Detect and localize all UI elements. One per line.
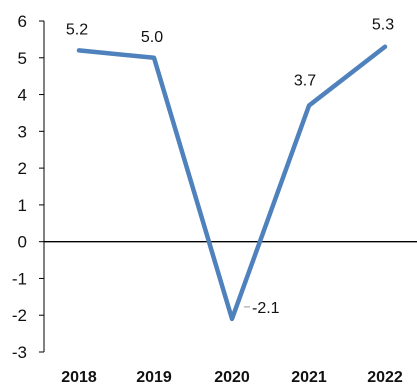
y-tick-label: -1: [12, 269, 27, 288]
y-tick-label: 0: [18, 233, 27, 252]
y-tick-label: 2: [18, 159, 27, 178]
series-line: [76, 44, 388, 322]
data-label: 5.2: [66, 21, 88, 38]
x-tick-label: 2018: [61, 369, 97, 386]
data-label: 3.7: [294, 73, 316, 90]
y-tick-label: -2: [12, 306, 27, 325]
x-tick-label: 2021: [291, 369, 327, 386]
y-tick-label: -3: [12, 343, 27, 362]
series-line-group: [76, 44, 388, 322]
y-tick-label: 6: [18, 12, 27, 31]
x-tick-label: 2019: [136, 369, 172, 386]
data-label: -2.1: [252, 300, 280, 317]
x-axis: 2018 2019 2020 2021 2022: [44, 241, 417, 386]
y-tick-label: 4: [18, 86, 27, 105]
x-tick-label: 2022: [367, 369, 403, 386]
x-tick-label: 2020: [214, 369, 250, 386]
data-label: 5.0: [141, 29, 163, 46]
y-tick-label: 5: [18, 49, 27, 68]
y-tick-label: 3: [18, 122, 27, 141]
y-tick-label: 1: [18, 196, 27, 215]
data-labels: 5.2 5.0 -2.1 3.7 5.3: [66, 17, 394, 317]
data-label: 5.3: [372, 17, 394, 34]
y-axis: -3 -2 -1 0 1 2 3 4 5 6: [12, 12, 45, 362]
